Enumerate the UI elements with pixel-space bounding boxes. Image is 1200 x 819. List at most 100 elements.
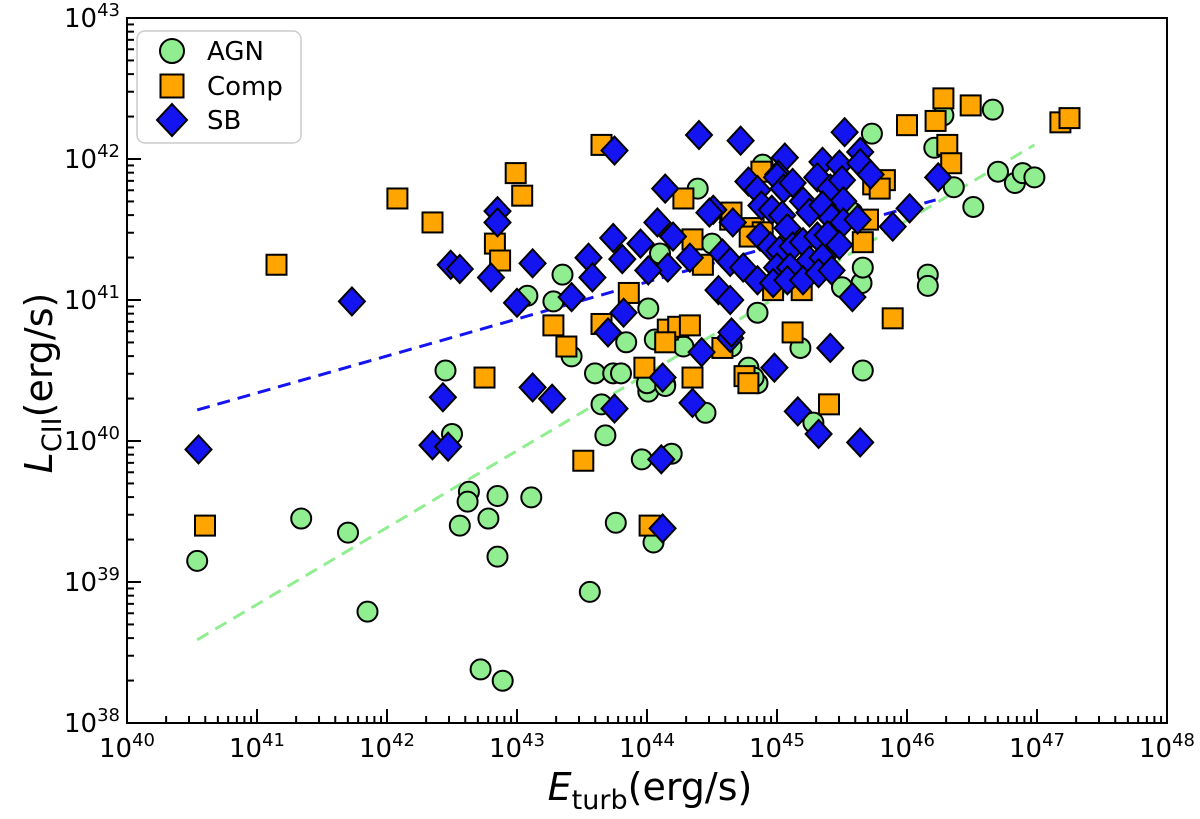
comp-point <box>932 87 955 110</box>
sb-point <box>648 512 677 544</box>
agn-point <box>186 549 209 572</box>
sb-point <box>607 243 637 275</box>
comp-point <box>489 249 512 272</box>
agn-point <box>637 297 660 320</box>
tick-labels-layer: 1040 1041 1042 1043 1044 1045 1046 1047 1048 1038… <box>64 0 1195 764</box>
comp-point <box>678 314 701 337</box>
agn-point <box>1023 166 1046 189</box>
sb-point <box>825 229 854 261</box>
legend-marker-comp-square <box>159 73 185 99</box>
agn-point <box>434 359 457 382</box>
sb-point <box>830 116 859 148</box>
x-axis-title: Eturb(erg/s) <box>548 765 753 816</box>
comp-point <box>896 114 918 137</box>
comp-point <box>555 335 578 358</box>
plot-frame <box>126 17 1168 724</box>
sb-point <box>687 336 716 368</box>
agn-point <box>604 511 627 534</box>
sb-point <box>895 192 924 224</box>
sb-point <box>695 197 724 229</box>
agn-point <box>337 521 359 544</box>
comp-point <box>633 356 656 379</box>
legend-marker-sb-diamond <box>155 102 189 138</box>
sb-point <box>600 393 629 425</box>
comp-point <box>421 211 444 234</box>
comp-point <box>781 321 804 344</box>
y-tick-label: 1042 <box>64 141 120 175</box>
x-tick-label: 1041 <box>229 730 285 764</box>
sb-point <box>433 431 463 463</box>
sb-point <box>658 221 688 253</box>
sb-point <box>537 383 567 415</box>
x-tick-label: 1046 <box>879 730 935 764</box>
sb-point <box>650 173 680 205</box>
comp-point <box>851 231 874 254</box>
agn-point <box>860 122 883 145</box>
comp-point <box>1058 107 1081 130</box>
sb-point <box>626 228 655 260</box>
sb-point <box>878 211 908 243</box>
sb-point <box>715 284 745 316</box>
sb-point <box>778 167 807 199</box>
comp-point <box>194 514 216 537</box>
sb-point <box>518 371 547 403</box>
agn-point <box>477 507 500 530</box>
sb-point <box>845 426 875 458</box>
y-axis-variable: L <box>17 452 61 473</box>
agn-point <box>851 359 874 382</box>
y-tick-label: 1040 <box>64 423 120 457</box>
sb-point <box>445 253 475 285</box>
comp-point <box>672 187 695 210</box>
sb-point <box>557 281 586 313</box>
x-tick-label: 1043 <box>489 730 545 764</box>
sb-point <box>518 247 547 279</box>
comp-point <box>881 307 904 330</box>
legend: AGN Comp SB <box>136 30 302 144</box>
sb-point <box>184 433 213 465</box>
data-points-layer <box>184 87 1081 692</box>
agn-point <box>578 580 601 603</box>
sb-point <box>653 252 683 284</box>
sb-point <box>476 261 506 293</box>
x-axis-units: (erg/s) <box>628 765 753 809</box>
sb-point <box>815 332 845 364</box>
sb-point <box>718 206 748 238</box>
agn-point <box>486 484 509 507</box>
x-tick-label: 1040 <box>99 730 155 764</box>
comp-point <box>737 372 760 395</box>
y-tick-label: 1039 <box>64 564 120 598</box>
agn-point <box>486 545 509 568</box>
sb-point <box>502 287 532 319</box>
x-axis-variable: E <box>548 765 572 809</box>
sb-point <box>633 254 663 286</box>
sb-point <box>646 443 676 475</box>
agn-point <box>615 331 638 354</box>
comp-point <box>959 94 982 117</box>
comp-point <box>542 314 565 337</box>
agn-point <box>520 486 543 509</box>
x-axis-subscript: turb <box>572 785 628 816</box>
series-sb <box>184 116 953 544</box>
comp-point <box>386 187 409 210</box>
agn-point <box>448 514 471 537</box>
comp-point <box>473 366 496 389</box>
sb-point <box>817 254 846 286</box>
x-tick-label: 1044 <box>619 730 675 764</box>
sb-point <box>678 387 707 419</box>
sb-point <box>648 362 677 394</box>
agn-point <box>962 195 985 218</box>
legend-marker-agn-circle <box>159 38 185 64</box>
agn-point <box>916 274 939 297</box>
agn-point <box>491 669 514 692</box>
sb-point <box>856 159 885 190</box>
agn-point <box>851 256 874 279</box>
agn-point <box>456 490 479 513</box>
sb-point <box>578 261 607 293</box>
x-tick-label: 1045 <box>749 730 805 764</box>
sb-point <box>675 242 705 274</box>
agn-point <box>290 507 313 530</box>
legend-label-comp: Comp <box>207 72 283 102</box>
y-axis-units: (erg/s) <box>17 293 61 418</box>
sb-point <box>717 316 746 348</box>
